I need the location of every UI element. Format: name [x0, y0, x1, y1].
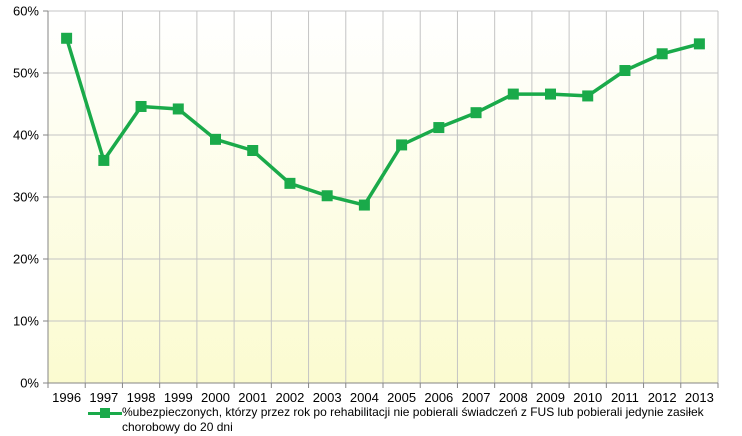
legend: %ubezpieczonych, którzy przez rok po reh…	[88, 405, 728, 435]
data-point-marker	[582, 90, 594, 102]
axes	[43, 10, 719, 388]
x-tick-label: 1996	[52, 390, 81, 405]
data-point-marker	[98, 154, 110, 166]
x-tick-label: 2010	[573, 390, 602, 405]
data-point-marker	[247, 145, 259, 156]
y-tick-label: 50%	[13, 66, 39, 81]
data-point-marker	[507, 88, 519, 100]
x-tick-label: 2009	[536, 390, 565, 405]
data-point-marker	[396, 139, 408, 151]
data-point-marker	[656, 48, 668, 60]
x-tick-label: 2001	[238, 390, 267, 405]
data-point-marker	[321, 190, 333, 202]
legend-series-key	[88, 406, 122, 420]
y-tick-label: 20%	[13, 252, 39, 267]
x-tick-label: 1998	[127, 390, 156, 405]
x-tick-label: 2005	[387, 390, 416, 405]
data-point-marker	[470, 107, 482, 119]
y-tick-label: 60%	[13, 4, 39, 19]
x-tick-label: 1999	[164, 390, 193, 405]
x-tick-label: 1997	[89, 390, 118, 405]
data-point-marker	[358, 199, 370, 211]
data-point-marker	[284, 177, 296, 189]
data-point-marker	[545, 88, 556, 100]
legend-label: %ubezpieczonych, którzy przez rok po reh…	[122, 405, 704, 434]
data-point-marker	[210, 133, 221, 145]
data-point-marker	[135, 100, 147, 112]
x-tick-labels: 1996 1997 1998 1999 2000 2001 2002 2003 2004 2005…	[52, 390, 714, 405]
x-tick-label: 2007	[462, 390, 491, 405]
y-tick-label: 40%	[13, 128, 39, 143]
y-tick-label: 0%	[20, 376, 39, 391]
legend-marker	[100, 408, 110, 418]
data-point-marker	[433, 122, 445, 134]
x-tick-label: 2008	[499, 390, 528, 405]
x-tick-label: 2011	[611, 390, 639, 405]
data-point-marker	[693, 38, 705, 50]
x-tick-label: 2013	[685, 390, 714, 405]
data-point-marker	[172, 103, 184, 115]
gridlines	[48, 10, 719, 383]
x-tick-label: 2002	[275, 390, 304, 405]
y-tick-label: 30%	[13, 190, 39, 205]
x-tick-label: 2004	[350, 390, 379, 405]
data-point-marker	[619, 65, 631, 77]
series-line	[64, 37, 700, 207]
x-tick-label: 2000	[201, 390, 230, 405]
x-tick-label: 2006	[424, 390, 453, 405]
y-tick-labels: 0% 10% 20% 30% 40% 50% 60%	[13, 4, 39, 391]
x-tick-label: 2012	[648, 390, 677, 405]
y-tick-label: 10%	[13, 314, 39, 329]
data-point-marker	[61, 32, 73, 44]
series-group	[61, 32, 705, 211]
x-tick-label: 2003	[313, 390, 342, 405]
